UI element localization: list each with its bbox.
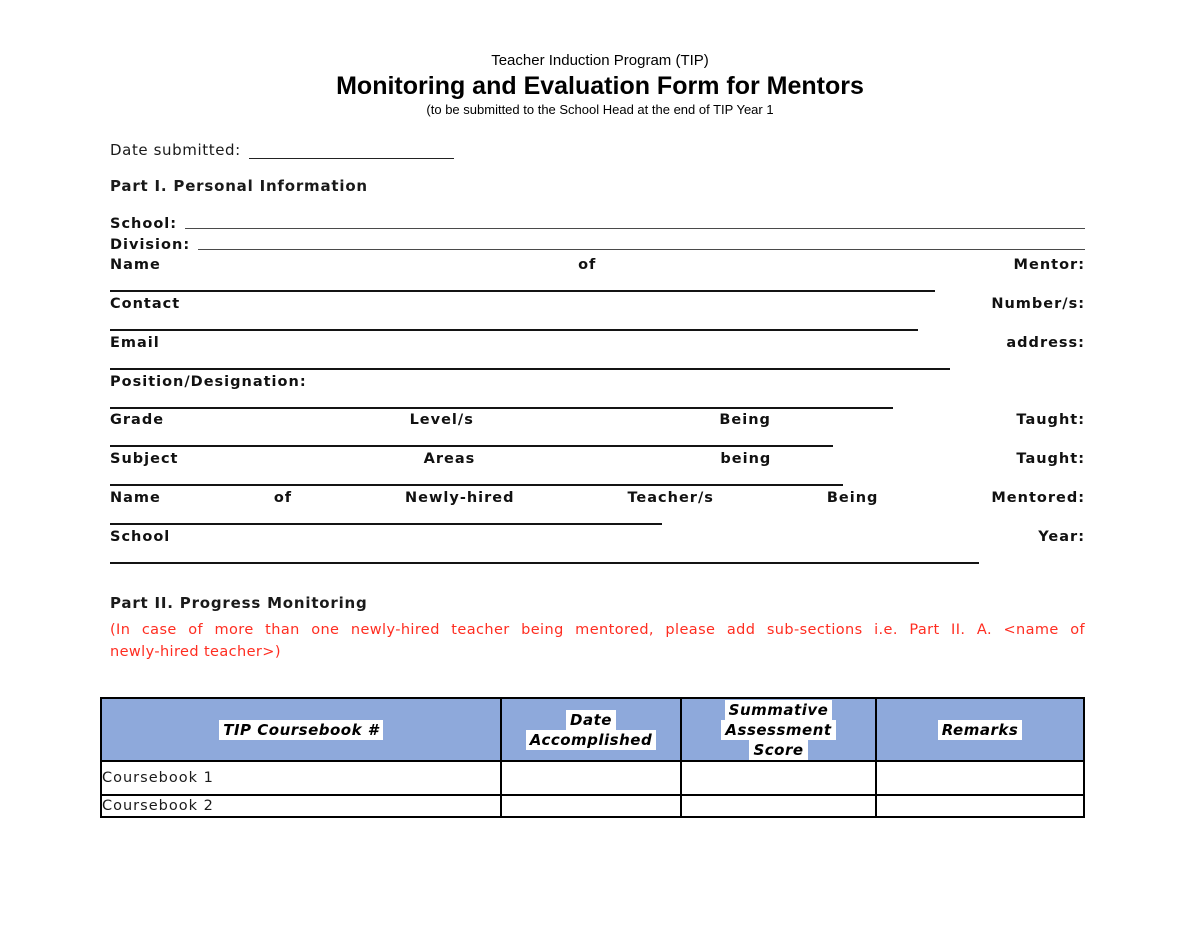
- coursebook2-score-cell[interactable]: [680, 794, 877, 818]
- newly-hired-teachers-label: Name of Newly-hired Teacher/s Being Ment…: [110, 490, 1085, 506]
- column-header-date-accomplished: Date Accomplished: [500, 697, 682, 762]
- column-header-summative-score: Summative Assessment Score: [680, 697, 877, 762]
- progress-monitoring-table: TIP Coursebook # Date Accomplished Summa…: [100, 697, 1085, 818]
- field-mentor-name: Name of Mentor:: [110, 257, 1085, 297]
- remarks-text: Remarks: [937, 719, 1023, 740]
- position-designation-label: Position/Designation:: [110, 374, 307, 390]
- part2-note-line1: (In case of more than one newly-hired te…: [110, 622, 1085, 638]
- field-contact-number: Contact Number/s:: [110, 296, 1085, 336]
- date-submitted-row: Date submitted:: [110, 141, 1085, 159]
- date-accomplished-line1: Date: [566, 709, 616, 730]
- part2-note-line2: newly-hired teacher>): [110, 643, 281, 660]
- summative-line1: Summative: [724, 700, 833, 720]
- coursebook2-remarks-cell[interactable]: [875, 794, 1085, 818]
- coursebook1-score-cell[interactable]: [680, 760, 877, 796]
- coursebook1-remarks-cell[interactable]: [875, 760, 1085, 796]
- field-grade-levels: Grade Level/s Being Taught:: [110, 412, 1085, 452]
- contact-number-blank[interactable]: [110, 329, 918, 331]
- field-subject-areas: Subject Areas being Taught:: [110, 451, 1085, 491]
- table-row: Coursebook 2: [100, 794, 1085, 818]
- table-header-row: TIP Coursebook # Date Accomplished Summa…: [100, 697, 1085, 762]
- coursebook2-date-cell[interactable]: [500, 794, 682, 818]
- email-address-blank[interactable]: [110, 368, 950, 370]
- program-name: Teacher Induction Program (TIP): [491, 52, 709, 69]
- column-header-coursebook-text: TIP Coursebook #: [219, 719, 383, 740]
- email-address-label: Email address:: [110, 335, 1085, 351]
- field-newly-hired-teachers: Name of Newly-hired Teacher/s Being Ment…: [110, 490, 1085, 530]
- newly-hired-teachers-blank[interactable]: [110, 523, 662, 525]
- subject-areas-label: Subject Areas being Taught:: [110, 451, 1085, 467]
- document-subtitle: (to be submitted to the School Head at t…: [426, 102, 774, 117]
- coursebook1-label-cell: Coursebook 1: [100, 760, 502, 796]
- school-blank[interactable]: [185, 214, 1085, 229]
- field-division: Division:: [110, 235, 1085, 253]
- field-email-address: Email address:: [110, 335, 1085, 375]
- document-title: Monitoring and Evaluation Form for Mento…: [336, 72, 864, 100]
- subject-areas-blank[interactable]: [110, 484, 843, 486]
- coursebook1-date-cell[interactable]: [500, 760, 682, 796]
- title-block: Teacher Induction Program (TIP) Monitori…: [0, 52, 1200, 118]
- part2-heading: Part II. Progress Monitoring: [110, 594, 368, 612]
- grade-levels-label: Grade Level/s Being Taught:: [110, 412, 1085, 428]
- field-position-designation: Position/Designation:: [110, 374, 1085, 414]
- part2-note: (In case of more than one newly-hired te…: [110, 620, 1085, 663]
- date-submitted-label: Date submitted:: [110, 141, 241, 159]
- coursebook2-label-cell: Coursebook 2: [100, 794, 502, 818]
- mentor-name-label: Name of Mentor:: [110, 257, 1085, 273]
- field-school: School:: [110, 214, 1085, 232]
- column-header-coursebook: TIP Coursebook #: [100, 697, 502, 762]
- column-header-remarks: Remarks: [875, 697, 1085, 762]
- division-label: Division:: [110, 237, 191, 253]
- mentor-name-blank[interactable]: [110, 290, 935, 292]
- part1-heading: Part I. Personal Information: [110, 177, 368, 195]
- field-school-year: School Year:: [110, 529, 1085, 569]
- table-row: Coursebook 1: [100, 760, 1085, 796]
- contact-number-label: Contact Number/s:: [110, 296, 1085, 312]
- summative-line3: Score: [749, 740, 808, 760]
- grade-levels-blank[interactable]: [110, 445, 833, 447]
- date-submitted-blank[interactable]: [248, 142, 454, 159]
- date-accomplished-line2: Accomplished: [525, 729, 657, 750]
- school-label: School:: [110, 216, 178, 232]
- school-year-blank[interactable]: [110, 562, 979, 564]
- school-year-label: School Year:: [110, 529, 1085, 545]
- position-designation-blank[interactable]: [110, 407, 893, 409]
- summative-line2: Assessment: [721, 720, 836, 740]
- division-blank[interactable]: [198, 235, 1085, 250]
